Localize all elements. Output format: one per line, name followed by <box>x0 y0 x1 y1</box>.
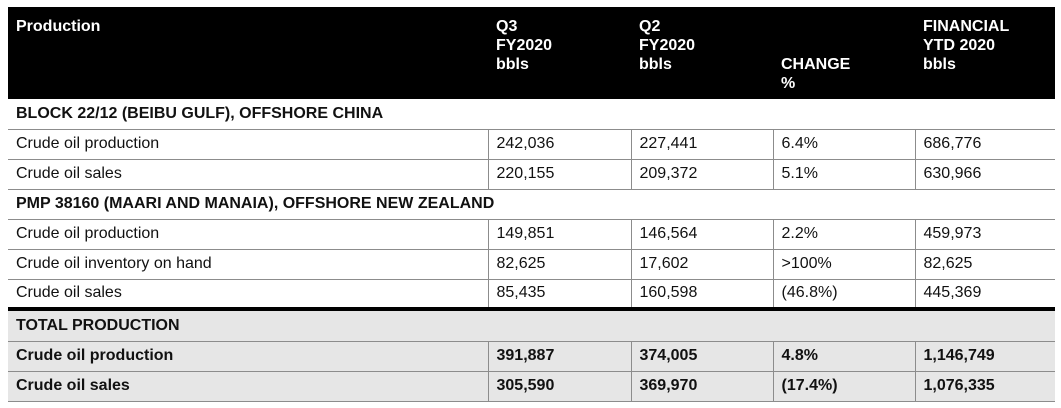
section-row-china: BLOCK 22/12 (BEIBU GULF), OFFSHORE CHINA <box>8 99 1055 130</box>
cell-q2: 369,970 <box>630 371 773 402</box>
cell-q2: 227,441 <box>630 129 773 160</box>
total-row: Crude oil production 391,887 374,005 4.8… <box>8 341 1055 372</box>
cell-change: 5.1% <box>772 159 915 190</box>
cell-change: (17.4%) <box>772 371 915 402</box>
cell-q2: 146,564 <box>630 219 773 250</box>
row-label: Crude oil sales <box>8 159 488 190</box>
row-label: Crude oil production <box>8 129 488 160</box>
cell-q2: 209,372 <box>630 159 773 190</box>
header-q3: Q3 FY2020 bbls <box>488 7 631 99</box>
table-row: Crude oil sales 85,435 160,598 (46.8%) 4… <box>8 279 1055 310</box>
cell-q3: 391,887 <box>487 341 631 372</box>
cell-ytd: 445,369 <box>914 279 1055 310</box>
header-production: Production <box>8 7 488 99</box>
header-change: CHANGE% <box>773 7 915 99</box>
row-label: Crude oil production <box>8 219 488 250</box>
cell-q3: 305,590 <box>487 371 631 402</box>
cell-ytd: 630,966 <box>914 159 1055 190</box>
section-title: BLOCK 22/12 (BEIBU GULF), OFFSHORE CHINA <box>8 99 1055 130</box>
table-row: Crude oil production 149,851 146,564 2.2… <box>8 219 1055 250</box>
cell-ytd: 1,076,335 <box>914 371 1055 402</box>
cell-q3: 82,625 <box>487 249 631 280</box>
cell-q3: 220,155 <box>487 159 631 190</box>
cell-q2: 17,602 <box>630 249 773 280</box>
cell-q3: 85,435 <box>487 279 631 310</box>
cell-change: >100% <box>772 249 915 280</box>
table-row: Crude oil production 242,036 227,441 6.4… <box>8 129 1055 160</box>
section-row-new-zealand: PMP 38160 (MAARI AND MANAIA), OFFSHORE N… <box>8 189 1055 220</box>
total-row: Crude oil sales 305,590 369,970 (17.4%) … <box>8 371 1055 402</box>
row-label: Crude oil production <box>8 341 488 372</box>
section-title: PMP 38160 (MAARI AND MANAIA), OFFSHORE N… <box>8 189 1055 220</box>
cell-ytd: 82,625 <box>914 249 1055 280</box>
row-label: Crude oil sales <box>8 279 488 310</box>
header-ytd: FINANCIAL YTD 2020 bbls <box>915 7 1055 99</box>
row-label: Crude oil inventory on hand <box>8 249 488 280</box>
cell-change: 2.2% <box>772 219 915 250</box>
cell-q2: 374,005 <box>630 341 773 372</box>
table-row: Crude oil inventory on hand 82,625 17,60… <box>8 249 1055 280</box>
cell-q3: 242,036 <box>487 129 631 160</box>
cell-ytd: 459,973 <box>914 219 1055 250</box>
cell-change: (46.8%) <box>772 279 915 310</box>
cell-ytd: 686,776 <box>914 129 1055 160</box>
cell-q3: 149,851 <box>487 219 631 250</box>
cell-change: 4.8% <box>772 341 915 372</box>
table-row: Crude oil sales 220,155 209,372 5.1% 630… <box>8 159 1055 190</box>
production-table: Production Q3 FY2020 bbls Q2 FY2020 bbls CHA… <box>8 7 1055 402</box>
header-q2: Q2 FY2020 bbls <box>631 7 773 99</box>
total-section-row: TOTAL PRODUCTION <box>8 307 1055 342</box>
cell-q2: 160,598 <box>630 279 773 310</box>
row-label: Crude oil sales <box>8 371 488 402</box>
total-title: TOTAL PRODUCTION <box>8 307 1055 342</box>
cell-ytd: 1,146,749 <box>914 341 1055 372</box>
cell-change: 6.4% <box>772 129 915 160</box>
header-row: Production Q3 FY2020 bbls Q2 FY2020 bbls CHA… <box>8 7 1055 99</box>
